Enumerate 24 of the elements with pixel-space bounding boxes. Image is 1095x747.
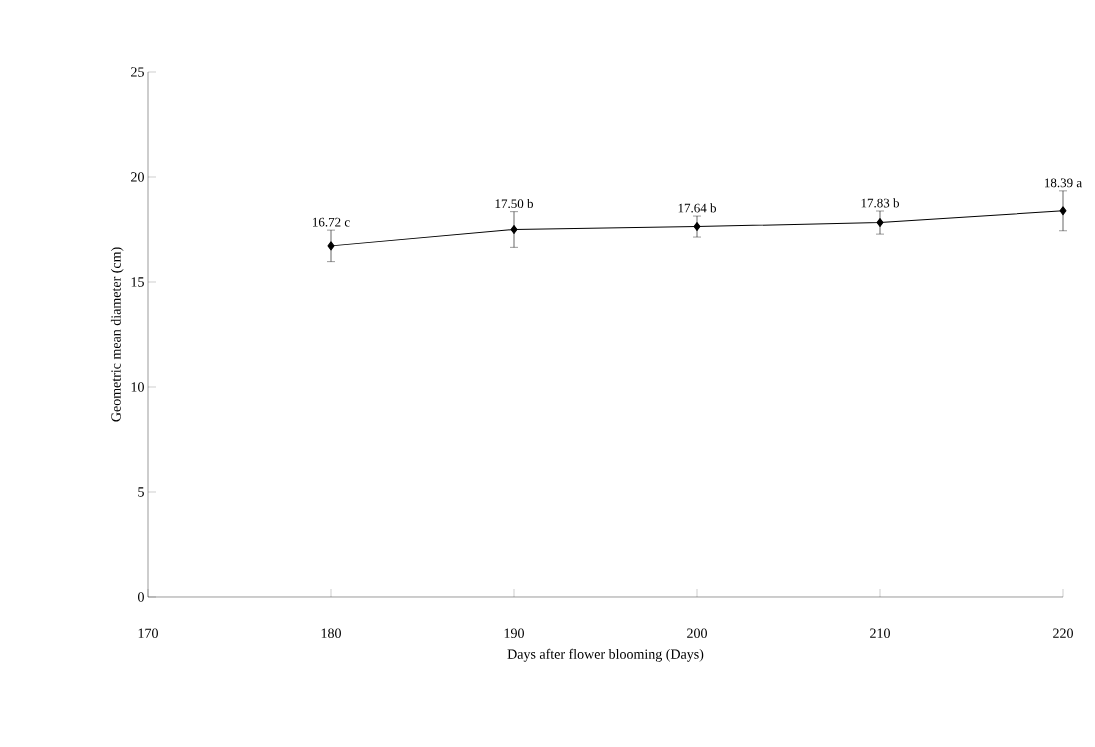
y-tick-label: 15 [131, 277, 144, 287]
x-tick-label: 190 [504, 628, 524, 638]
y-tick-label: 20 [131, 172, 144, 182]
point [693, 222, 701, 232]
x-tick-label: 180 [321, 628, 341, 638]
point [876, 218, 884, 228]
data-label: 17.64 b [678, 203, 717, 213]
data-label: 18.39 a [1045, 178, 1082, 188]
point [510, 224, 518, 234]
point [327, 241, 335, 251]
y-tick-label: 0 [138, 592, 144, 602]
data-label: 16.72 c [313, 217, 350, 227]
x-tick-label: 170 [138, 628, 158, 638]
y-tick-label: 10 [131, 382, 144, 392]
x-tick-label: 210 [870, 628, 890, 638]
data-label: 17.50 b [495, 198, 534, 209]
y-tick-label: 5 [138, 487, 144, 497]
data-label: 17.83 b [861, 198, 900, 208]
y-tick-label: 25 [131, 67, 144, 77]
x-axis-title: Days after flower blooming (Days) [507, 648, 704, 662]
point [1059, 206, 1067, 216]
y-axis-title: Geometric mean diameter (cm) [110, 247, 124, 422]
x-tick-label: 200 [687, 628, 707, 638]
x-tick-label: 220 [1053, 628, 1073, 638]
